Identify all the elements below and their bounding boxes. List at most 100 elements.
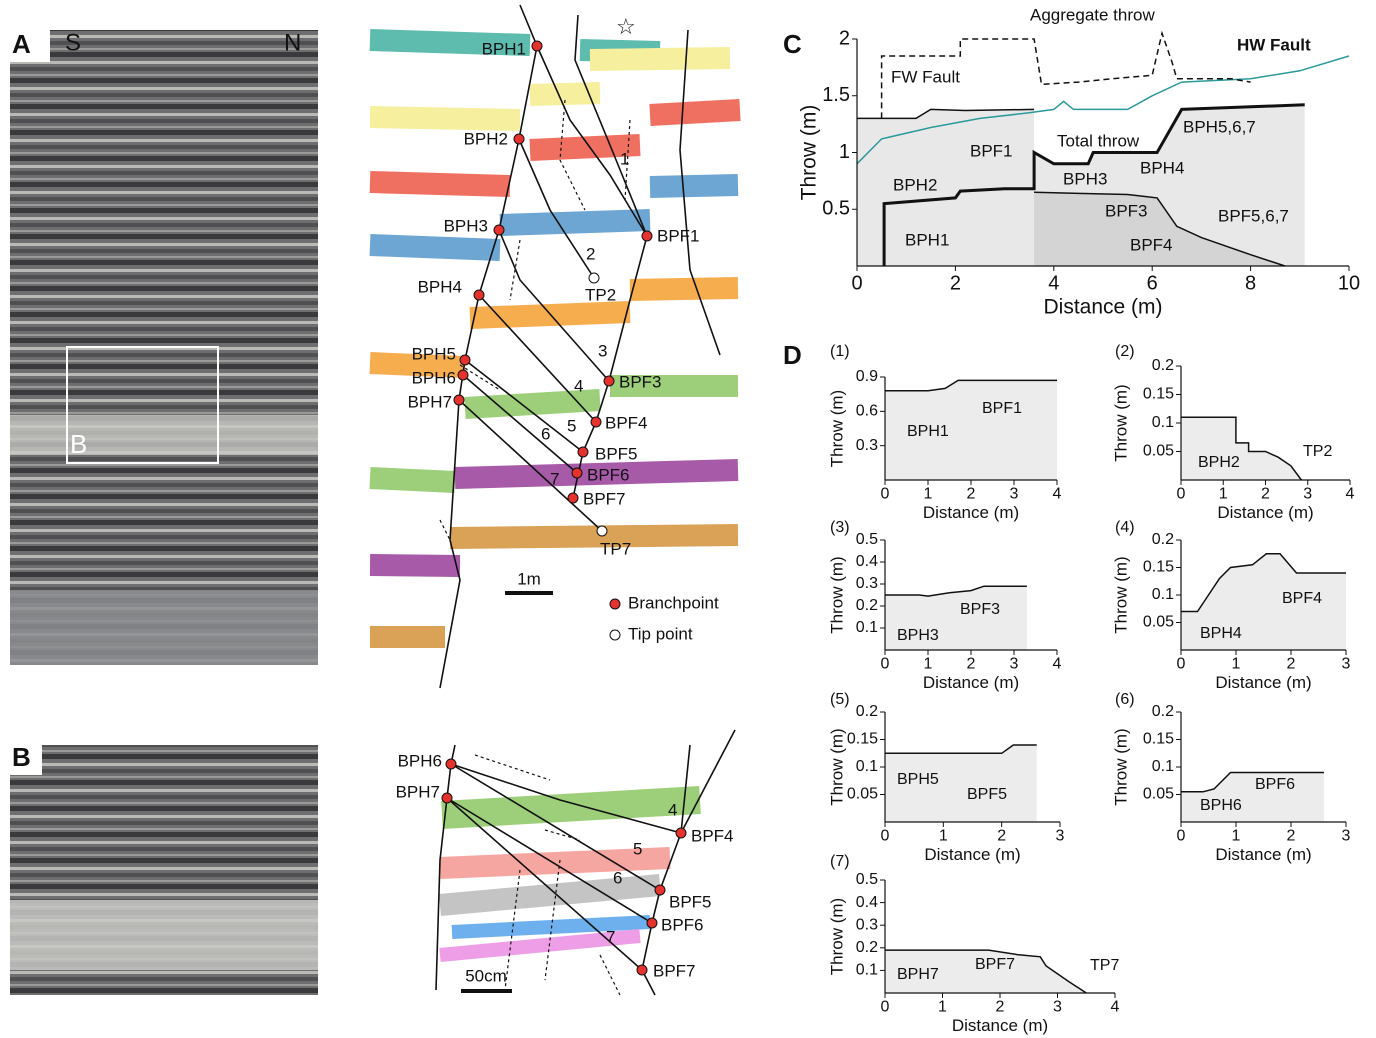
y-tick-label: 0.3 (856, 916, 878, 933)
y-tick-label: 0.15 (1143, 386, 1174, 403)
point-label: BPF5 (669, 892, 712, 911)
branchpoint (514, 134, 524, 144)
x-tick-label: 2 (1261, 486, 1270, 503)
fault-number: 7 (550, 469, 559, 488)
y-tick-label: 0.5 (822, 198, 850, 220)
annotation: Aggregate throw (1030, 5, 1155, 24)
fault-number: 5 (567, 416, 576, 435)
x-tick-label: 1 (924, 656, 933, 673)
annotation: BPH3 (897, 627, 939, 644)
x-axis-label: Distance (m) (923, 673, 1019, 692)
annotation: BPH1 (907, 423, 949, 440)
annotation: BPH6 (1200, 797, 1242, 814)
x-tick-label: 4 (1053, 486, 1062, 503)
y-tick-label: 0.1 (856, 758, 878, 775)
annotation: BPH7 (897, 966, 939, 983)
branchpoint (604, 376, 614, 386)
panel-label: (3) (830, 519, 850, 536)
x-tick-label: 1 (924, 486, 933, 503)
y-tick-label: 0.9 (856, 368, 878, 385)
y-tick-label: 0.5 (856, 871, 878, 888)
panel-label: B (12, 742, 31, 772)
photo-layer (10, 900, 318, 970)
branchpoint (655, 885, 665, 895)
panel-label: C (783, 29, 802, 59)
south-label: S (65, 29, 81, 56)
y-axis-label: Throw (m) (827, 898, 846, 975)
annotation: BPF7 (975, 956, 1015, 973)
point-label: BPF6 (661, 915, 704, 934)
y-tick-label: 2 (839, 27, 850, 49)
fault-number: 4 (574, 376, 583, 395)
y-tick-label: 0.05 (847, 786, 878, 803)
x-tick-label: 1 (1232, 656, 1241, 673)
y-tick-label: 0.15 (1143, 731, 1174, 748)
x-tick-label: 6 (1147, 272, 1158, 294)
x-tick-label: 4 (1111, 999, 1120, 1016)
north-label: N (284, 29, 301, 56)
x-tick-label: 0 (1177, 828, 1186, 845)
tip-point (589, 273, 599, 283)
branchpoint (442, 793, 452, 803)
x-tick-label: 2 (967, 486, 976, 503)
point-label: TP2 (585, 285, 616, 304)
y-tick-label: 0.05 (1143, 786, 1174, 803)
fault-number: 3 (598, 341, 607, 360)
y-axis-label: Throw (m) (1111, 556, 1130, 633)
section-a-bands (370, 40, 740, 637)
annotation: BPF4 (1130, 235, 1173, 254)
x-tick-label: 3 (1342, 828, 1351, 845)
panel-label: (1) (830, 343, 850, 360)
x-tick-label: 0 (881, 486, 890, 503)
panel-label: (2) (1115, 343, 1135, 360)
annotation: FW Fault (891, 67, 960, 86)
x-tick-label: 1 (1219, 486, 1228, 503)
y-tick-label: 0.2 (1152, 531, 1174, 548)
branchpoint (572, 468, 582, 478)
y-axis-label: Throw (m) (827, 390, 846, 467)
point-label: BPH1 (482, 39, 526, 58)
x-tick-label: 3 (1303, 486, 1312, 503)
y-tick-label: 0.1 (856, 619, 878, 636)
point-label: BPF4 (605, 413, 648, 432)
y-tick-label: 0.1 (1152, 758, 1174, 775)
point-label: BPH3 (444, 216, 488, 235)
x-tick-label: 4 (1346, 486, 1355, 503)
x-axis-label: Distance (m) (923, 503, 1019, 522)
annotation: BPH2 (893, 175, 937, 194)
branchpoint (454, 395, 464, 405)
figure: A S N B B (0, 0, 1376, 1038)
y-tick-label: 0.5 (856, 531, 878, 548)
x-tick-label: 4 (1053, 656, 1062, 673)
x-tick-label: 1 (939, 828, 948, 845)
fault-number: 7 (606, 927, 615, 946)
panel-label: (6) (1115, 691, 1135, 708)
branchpoint (494, 225, 504, 235)
x-tick-label: 1 (1232, 828, 1241, 845)
annotation: BPF6 (1255, 776, 1295, 793)
annotation: TP2 (1303, 443, 1332, 460)
x-axis-label: Distance (m) (1215, 673, 1311, 692)
branchpoint (460, 355, 470, 365)
x-axis-label: Distance (m) (1217, 503, 1313, 522)
y-tick-label: 0.3 (856, 575, 878, 592)
x-tick-label: 3 (1053, 999, 1062, 1016)
annotation: BPH5 (897, 771, 939, 788)
fault-number: 6 (541, 424, 550, 443)
y-tick-label: 1.5 (822, 84, 850, 106)
x-tick-label: 0 (1177, 656, 1186, 673)
y-tick-label: 0.05 (1143, 614, 1174, 631)
point-label: BPF3 (619, 372, 662, 391)
x-tick-label: 1 (938, 999, 947, 1016)
annotation: HW Fault (1237, 35, 1311, 54)
branchpoint (474, 290, 484, 300)
y-tick-label: 0.15 (1143, 559, 1174, 576)
branchpoint (637, 965, 647, 975)
legend-marker (610, 630, 620, 640)
y-tick-label: 0.6 (856, 403, 878, 420)
scale-label: 1m (517, 569, 541, 588)
branchpoint (591, 417, 601, 427)
annotation: BPF5,6,7 (1218, 206, 1289, 225)
branchpoint (647, 918, 657, 928)
point-label: TP7 (600, 539, 631, 558)
